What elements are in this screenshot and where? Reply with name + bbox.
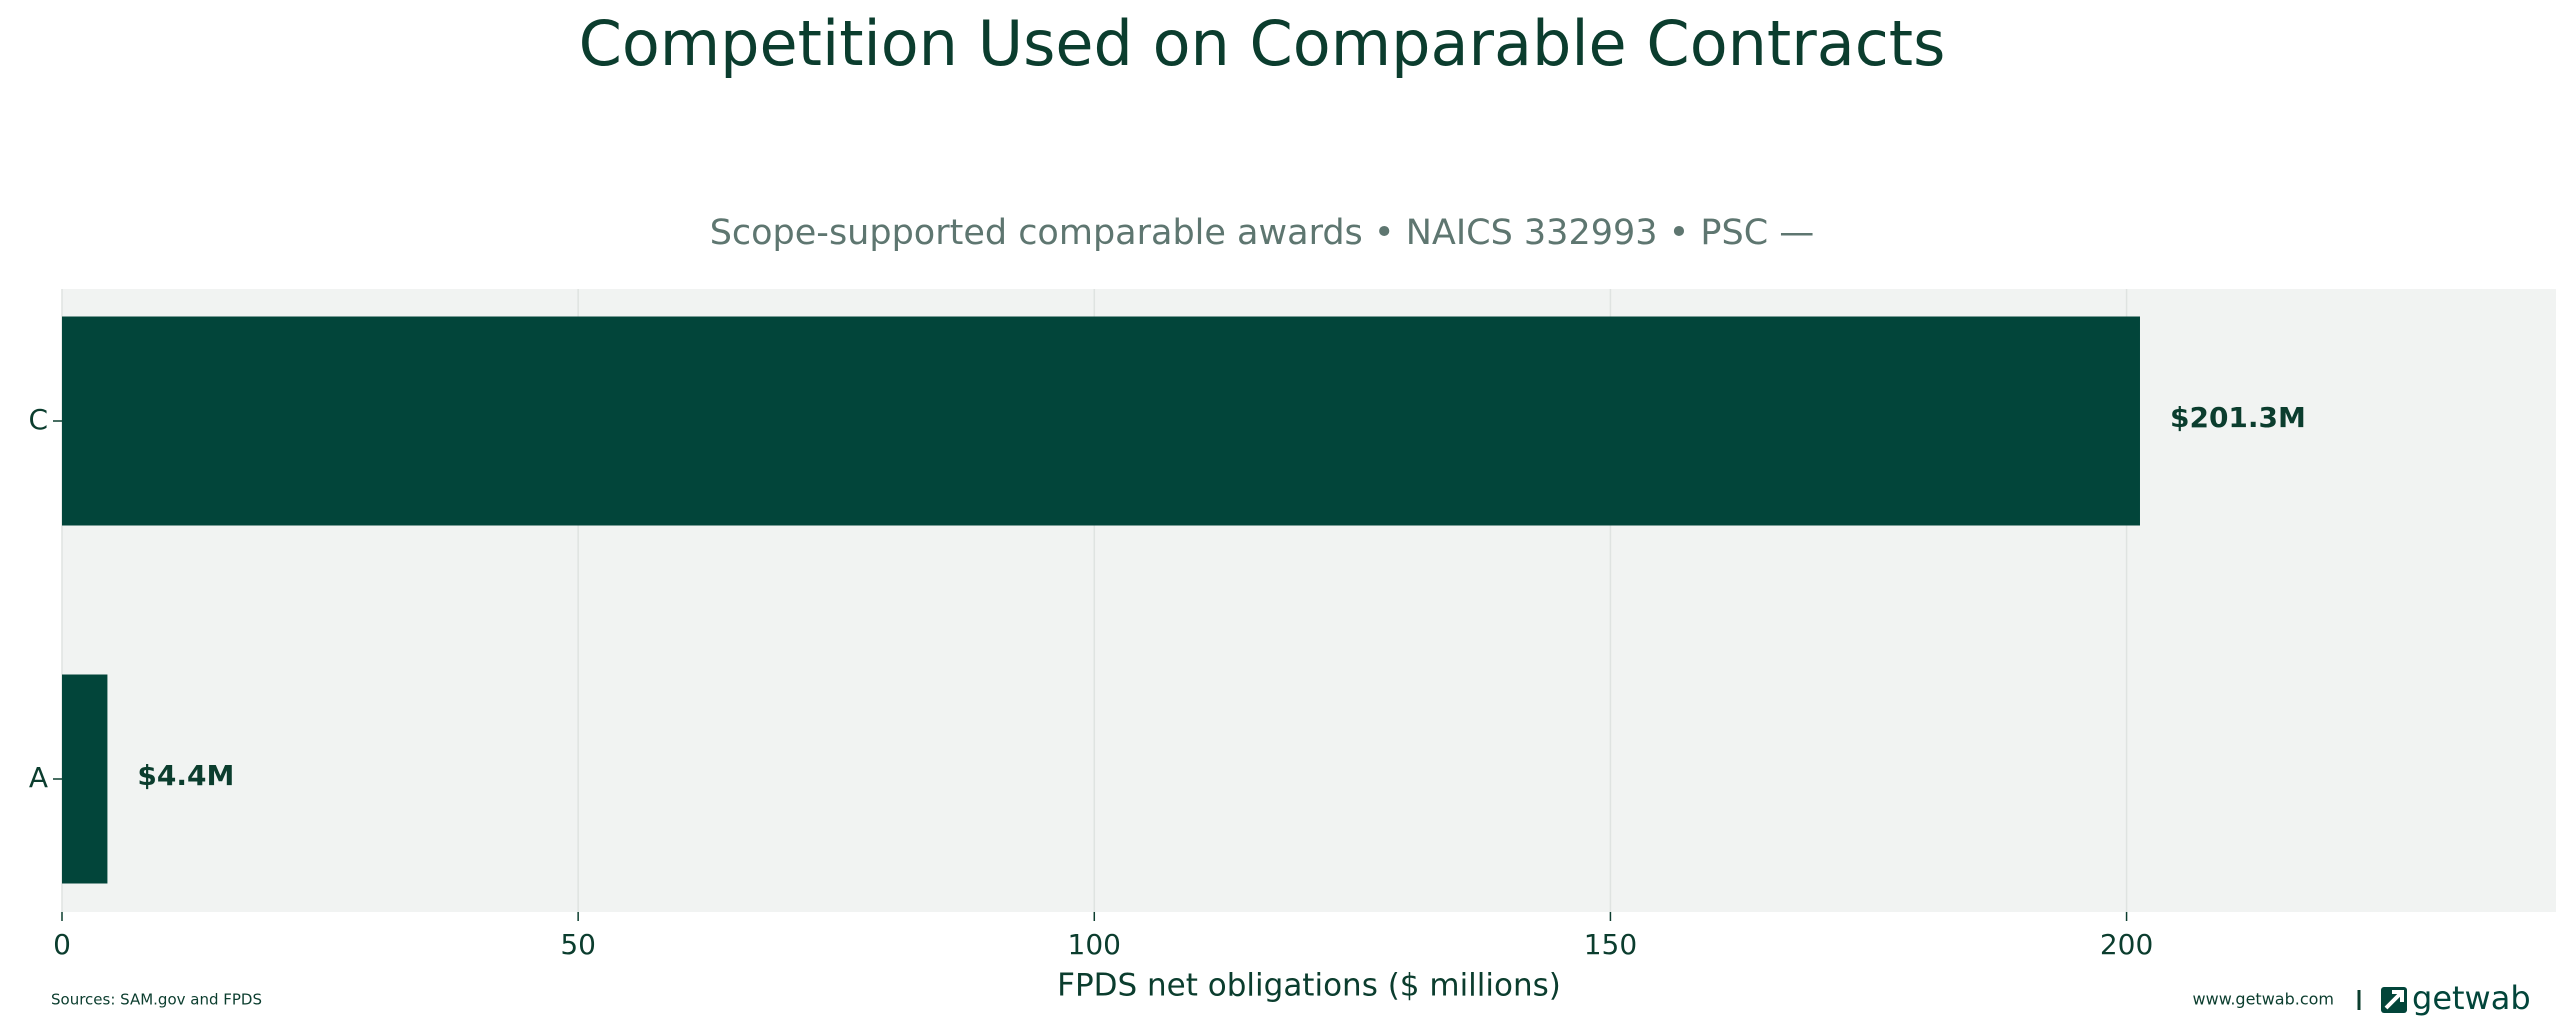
y-tick-label: A	[29, 761, 48, 794]
x-tick-label: 150	[1584, 928, 1637, 961]
chart-title: Competition Used on Comparable Contracts	[579, 7, 1946, 80]
value-label: $201.3M	[2170, 401, 2306, 434]
x-tick-label: 0	[53, 928, 71, 961]
x-tick-label: 50	[560, 928, 596, 961]
bar	[62, 674, 108, 884]
x-tick-label: 200	[2100, 928, 2153, 961]
value-label: $4.4M	[137, 759, 234, 792]
logo-icon	[2381, 987, 2407, 1013]
brand: getwab	[2412, 979, 2531, 1017]
y-tick-label: C	[28, 403, 48, 436]
x-axis-label: FPDS net obligations ($ millions)	[1057, 968, 1561, 1004]
chart-subtitle: Scope-supported comparable awards • NAIC…	[710, 213, 1815, 253]
bar	[62, 316, 2140, 526]
website: www.getwab.com	[2193, 990, 2334, 1009]
source-note: Sources: SAM.gov and FPDS	[51, 991, 262, 1009]
x-tick-label: 100	[1068, 928, 1121, 961]
